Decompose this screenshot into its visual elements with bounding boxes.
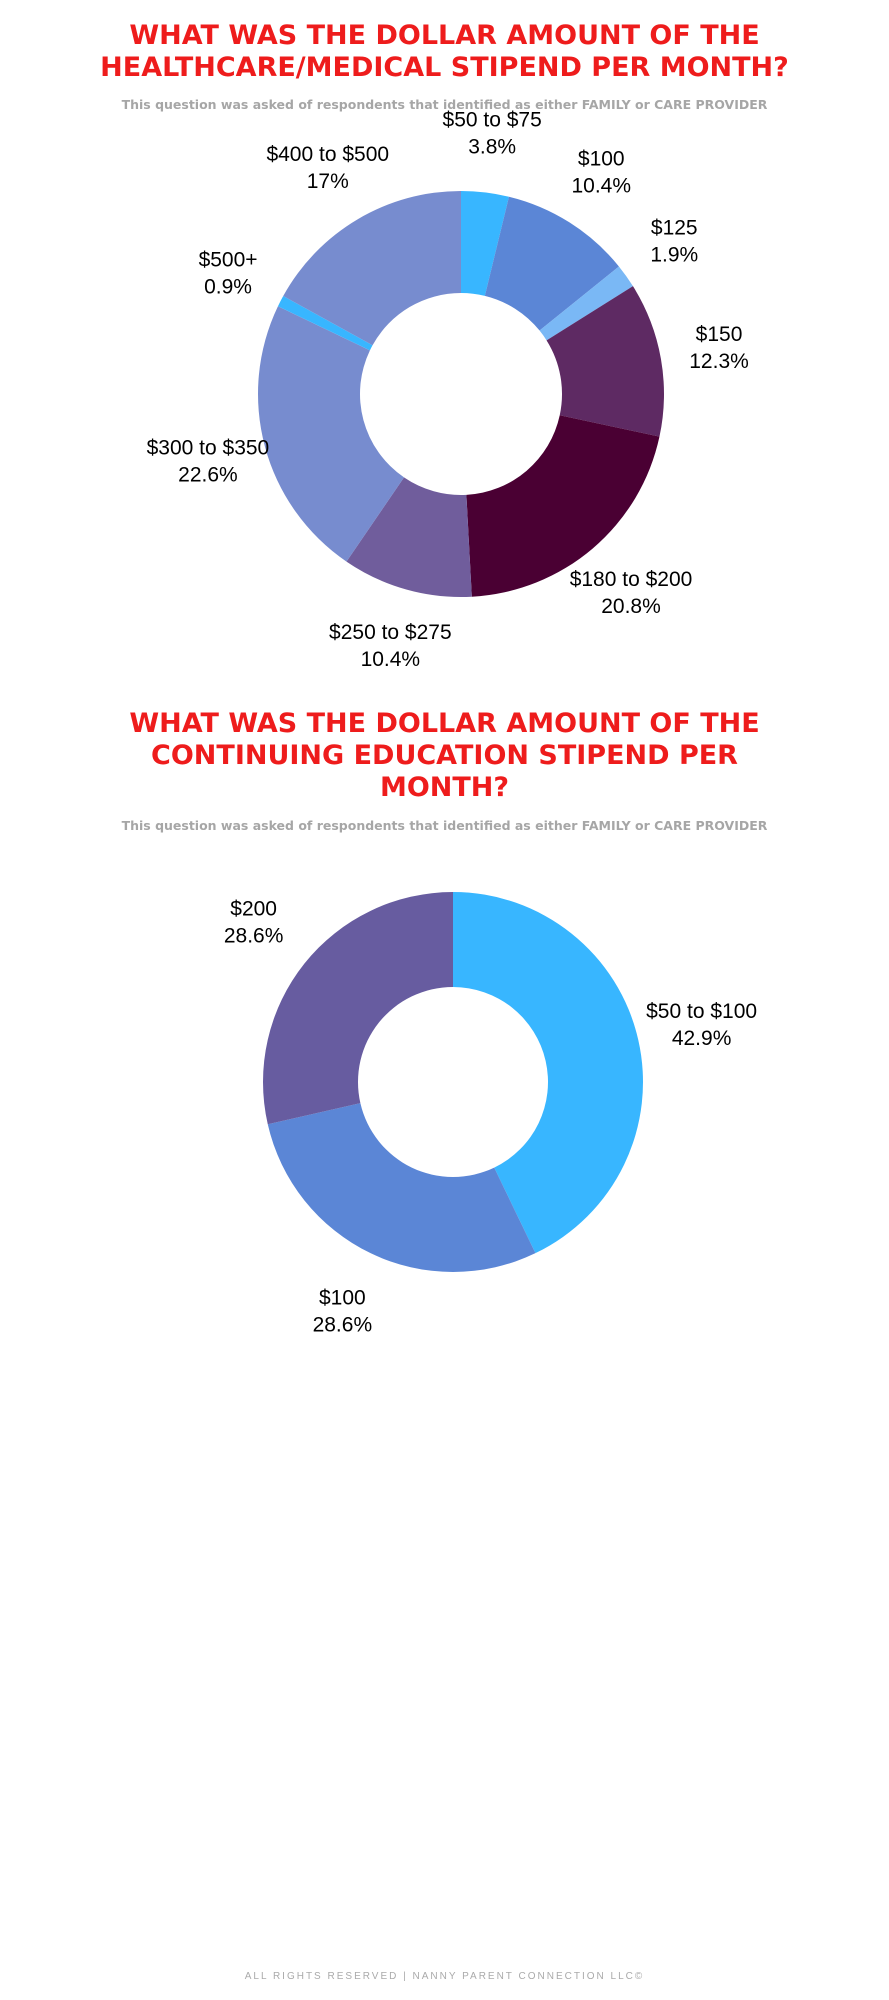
donut-slice xyxy=(466,415,660,597)
slice-label: $300 to $350 xyxy=(147,436,270,459)
slice-label: $125 xyxy=(651,216,698,239)
slice-label: $200 xyxy=(230,898,277,921)
footer: ALL RIGHTS RESERVED | NANNY PARENT CONNE… xyxy=(244,1971,645,1982)
donut-slice xyxy=(453,892,644,1254)
slice-value-label: 10.4% xyxy=(361,648,421,671)
slice-value-label: 20.8% xyxy=(601,595,661,618)
slice-value-label: 17% xyxy=(307,170,349,193)
slice-label: $100 xyxy=(319,1286,366,1309)
slice-value-label: 22.6% xyxy=(178,463,238,486)
donut-slice xyxy=(263,892,453,1125)
donut-slice xyxy=(461,191,509,296)
slice-value-label: 28.6% xyxy=(224,925,284,948)
slice-label: $50 to $75 xyxy=(443,108,542,131)
slice-label: $250 to $275 xyxy=(329,621,452,644)
donut-slice xyxy=(267,1103,536,1273)
donut-slice xyxy=(346,477,472,597)
slice-value-label: 42.9% xyxy=(672,1027,732,1050)
chart-title: WHAT WAS THE DOLLAR AMOUNT OF THE HEALTH… xyxy=(100,20,789,83)
slice-value-label: 10.4% xyxy=(571,174,631,197)
chart-title: WHAT WAS THE DOLLAR AMOUNT OF THE CONTIN… xyxy=(129,708,760,803)
slice-label: $50 to $100 xyxy=(646,1000,757,1023)
slice-value-label: 3.8% xyxy=(468,135,516,158)
slice-label: $180 to $200 xyxy=(570,568,693,591)
slice-value-label: 28.6% xyxy=(313,1313,373,1336)
donut-slice xyxy=(484,196,619,331)
donut-slice xyxy=(257,306,405,562)
slice-label: $150 xyxy=(696,323,743,346)
slice-value-label: 1.9% xyxy=(650,243,698,266)
slice-label: $500+ xyxy=(199,249,258,272)
slice-label: $400 to $500 xyxy=(266,143,389,166)
slice-value-label: 12.3% xyxy=(689,350,749,373)
slice-value-label: 0.9% xyxy=(204,276,252,299)
slice-label: $100 xyxy=(578,147,625,170)
donut-slice xyxy=(539,266,633,341)
donut-slice xyxy=(546,286,665,437)
donut-slice xyxy=(283,191,461,346)
chart-subtitle: This question was asked of respondents t… xyxy=(121,97,768,112)
chart-subtitle: This question was asked of respondents t… xyxy=(121,818,768,833)
donut-slice xyxy=(277,296,373,351)
